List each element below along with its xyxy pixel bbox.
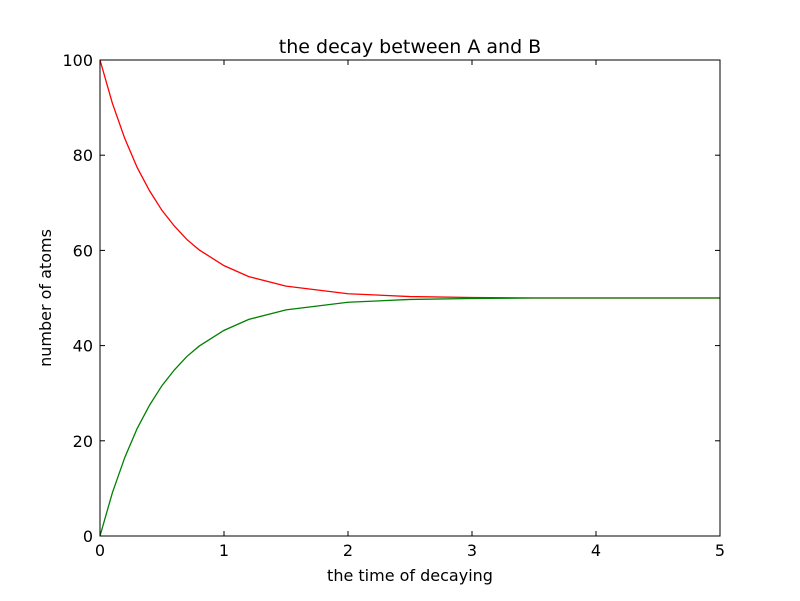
y-tick-label: 80 (73, 146, 93, 165)
x-tick-label: 4 (591, 541, 601, 560)
series-line-1 (99, 59, 720, 299)
y-axis-label: number of atoms (36, 229, 55, 367)
x-axis-label: the time of decaying (327, 566, 493, 585)
y-tick-label: 0 (83, 527, 93, 546)
y-tick-label: 20 (73, 432, 93, 451)
y-tick-label: 100 (62, 51, 93, 70)
x-tick-label: 0 (95, 541, 105, 560)
axis-ticks: 0 1 2 3 4 5 0 20 40 60 80 100 (62, 51, 725, 560)
y-tick-label: 40 (73, 337, 93, 356)
axes-frame (99, 59, 721, 537)
y-tick-label: 60 (73, 241, 93, 260)
x-tick-label: 3 (467, 541, 477, 560)
x-tick-label: 1 (219, 541, 229, 560)
chart-title: the decay between A and B (279, 36, 541, 58)
x-tick-label: 2 (343, 541, 353, 560)
plot-area (99, 59, 720, 537)
series-line-2 (99, 297, 720, 537)
x-tick-label: 5 (715, 541, 725, 560)
